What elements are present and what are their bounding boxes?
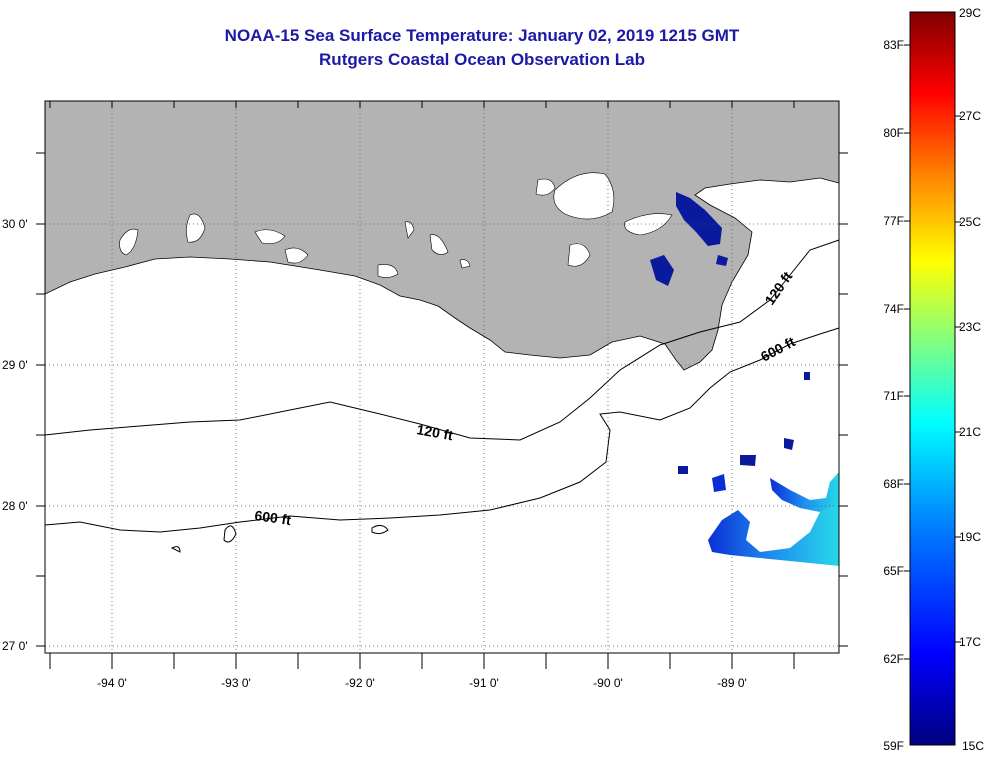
lon-label-90: -90 0' (593, 676, 623, 690)
cb-f-74: 74F (883, 302, 904, 316)
colorbar (909, 11, 956, 746)
contour-600ft (44, 327, 840, 533)
lon-label-93: -93 0' (221, 676, 251, 690)
lon-label-89: -89 0' (717, 676, 747, 690)
colorbar-ticks (904, 44, 961, 660)
sst-data-patches (650, 192, 839, 566)
map-subtitle: Rutgers Coastal Ocean Observation Lab (319, 50, 645, 69)
map-title: NOAA-15 Sea Surface Temperature: January… (224, 26, 740, 45)
cb-c-25: 25C (959, 215, 981, 229)
contour-label-600ft-west: 600 ft (254, 507, 293, 528)
lat-label-30: 30 0' (2, 217, 28, 231)
frame-ticks (36, 101, 848, 669)
cb-f-83: 83F (883, 38, 904, 52)
lon-label-91: -91 0' (469, 676, 499, 690)
contour-120ft (44, 239, 840, 441)
lakes (119, 172, 673, 278)
cb-f-77: 77F (883, 214, 904, 228)
cb-c-21: 21C (959, 425, 981, 439)
cb-c-15: 15C (962, 739, 984, 753)
lat-label-28: 28 0' (2, 499, 28, 513)
cb-c-17: 17C (959, 635, 981, 649)
cb-c-27: 27C (959, 109, 981, 123)
cb-c-19: 19C (959, 530, 981, 544)
lat-label-27: 27 0' (2, 639, 28, 653)
depth-contours (44, 239, 840, 553)
cb-f-62: 62F (883, 652, 904, 666)
cb-c-29: 29C (959, 6, 981, 20)
cb-f-68: 68F (883, 477, 904, 491)
map-frame (44, 100, 840, 654)
contour-label-120ft-west: 120 ft (415, 421, 454, 443)
lon-label-92: -92 0' (345, 676, 375, 690)
cb-f-65: 65F (883, 564, 904, 578)
cb-f-59: 59F (883, 739, 904, 753)
land-mass (44, 100, 840, 371)
cb-f-80: 80F (883, 126, 904, 140)
grid-lines (45, 101, 839, 653)
lat-label-29: 29 0' (2, 358, 28, 372)
cb-c-23: 23C (959, 320, 981, 334)
lon-label-94: -94 0' (97, 676, 127, 690)
cb-f-71: 71F (883, 389, 904, 403)
